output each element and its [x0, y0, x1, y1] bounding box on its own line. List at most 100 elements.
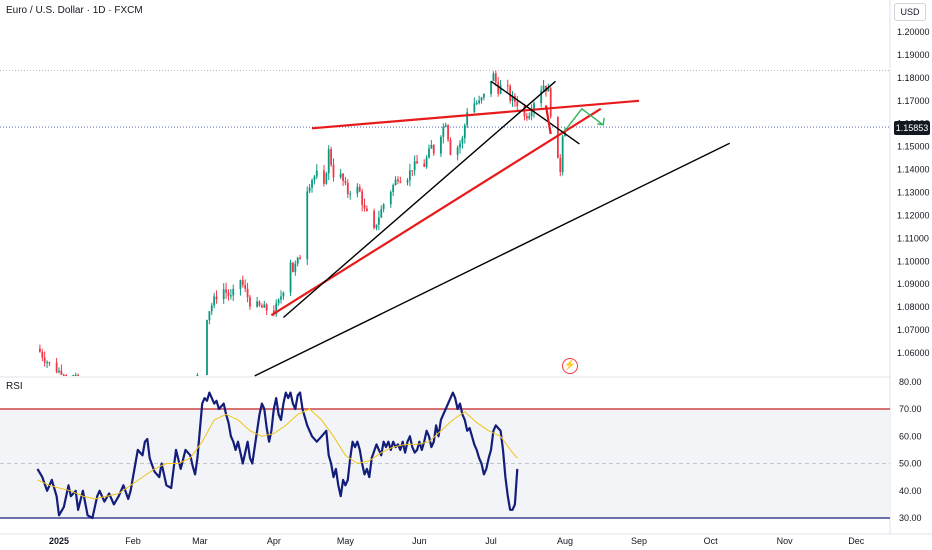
candle-body — [425, 157, 428, 167]
candle-body — [394, 179, 397, 185]
candle-body — [272, 310, 275, 315]
candle-body — [225, 289, 227, 293]
candle-body — [442, 126, 445, 137]
candle-body — [449, 139, 452, 155]
candle-body — [315, 170, 318, 177]
candle-body — [330, 149, 333, 165]
candle-body — [366, 208, 368, 211]
time-tick-label: Aug — [557, 536, 573, 546]
candle-body — [277, 299, 280, 304]
candle-body — [494, 73, 497, 83]
candle-body — [475, 103, 478, 105]
time-tick-label: Oct — [704, 536, 719, 546]
candle-body — [327, 149, 330, 174]
candle-body — [399, 181, 402, 183]
candle-body — [244, 284, 247, 289]
candle-body — [72, 375, 75, 376]
candle-body — [229, 295, 232, 297]
candle-body — [346, 182, 349, 195]
candle-body — [490, 80, 492, 94]
price-tick-label: 1.20000 — [897, 27, 930, 37]
time-tick-label: Sep — [631, 536, 647, 546]
candle-body — [294, 263, 297, 273]
candle-body — [542, 85, 545, 91]
candle-body — [561, 136, 564, 173]
candle-body — [547, 88, 550, 92]
candle-body — [406, 180, 409, 183]
candle-body — [373, 210, 375, 228]
time-tick-label: Apr — [267, 536, 281, 546]
candle-body — [375, 224, 378, 228]
candle-body — [43, 357, 46, 363]
candle-body — [222, 289, 225, 300]
candle-body — [559, 158, 562, 173]
candle-body — [62, 375, 65, 376]
candle-body — [463, 125, 466, 139]
candle-body — [342, 173, 344, 182]
candle-body — [528, 116, 531, 119]
drawing-annotations[interactable] — [254, 80, 731, 377]
candle-body — [540, 90, 543, 104]
candle-body — [41, 351, 44, 358]
symbol-title[interactable]: Euro / U.S. Dollar · 1D · FXCM — [6, 5, 143, 16]
candle-body — [77, 375, 79, 376]
candle-body — [260, 305, 263, 308]
rsi-tick-label: 30.00 — [899, 513, 922, 523]
candle-body — [249, 297, 251, 307]
candle-body — [296, 257, 299, 264]
price-tick-label: 1.07000 — [897, 325, 930, 335]
candle-body — [48, 362, 51, 364]
candle-body — [344, 181, 347, 183]
candle-body — [456, 147, 459, 155]
time-tick-label: 2025 — [49, 536, 69, 546]
candle-body — [408, 170, 411, 181]
candle-body — [511, 95, 514, 101]
time-tick-label: Feb — [125, 536, 141, 546]
candle-body — [215, 296, 218, 300]
rsi-tick-label: 50.00 — [899, 459, 922, 469]
rsi-pane — [36, 391, 519, 520]
candle-body — [208, 311, 211, 321]
candle-body — [461, 138, 464, 144]
price-tick-label: 1.14000 — [897, 165, 930, 175]
candle-body — [263, 304, 266, 308]
black-long-trendline — [254, 142, 731, 377]
price-tick-label: 1.17000 — [897, 96, 930, 106]
candle-body — [358, 186, 361, 192]
price-tick-label: 1.15000 — [897, 142, 930, 152]
time-tick-label: Dec — [848, 536, 865, 546]
rsi-indicator-label[interactable]: RSI — [6, 381, 23, 392]
currency-button[interactable]: USD — [894, 3, 926, 21]
candle-body — [380, 209, 383, 218]
candle-body — [392, 184, 395, 192]
candle-body — [46, 362, 48, 364]
candle-body — [440, 136, 442, 154]
candle-body — [466, 112, 469, 126]
candle-body — [265, 304, 268, 311]
candle-body — [428, 148, 430, 158]
price-tick-label: 1.06000 — [897, 348, 930, 358]
lightning-alert-icon[interactable]: ⚡ — [562, 358, 578, 374]
candle-body — [323, 170, 325, 184]
rsi-tick-label: 40.00 — [899, 486, 922, 496]
time-tick-label: Mar — [192, 536, 208, 546]
candle-body — [74, 375, 77, 376]
candle-body — [499, 85, 502, 94]
candle-body — [241, 280, 244, 285]
price-tick-label: 1.10000 — [897, 256, 930, 266]
rsi-line — [36, 391, 519, 520]
candle-body — [480, 97, 483, 101]
candle-body — [516, 101, 519, 107]
rsi-tick-label: 60.00 — [899, 431, 922, 441]
candle-body — [423, 163, 426, 167]
candle-body — [325, 173, 328, 184]
candle-body — [397, 179, 399, 182]
candle-body — [525, 116, 528, 119]
time-tick-label: Jun — [412, 536, 427, 546]
candle-body — [430, 144, 433, 149]
candle-body — [232, 288, 235, 296]
candle-body — [349, 193, 352, 195]
candle-body — [361, 191, 364, 205]
candle-body — [256, 301, 259, 307]
